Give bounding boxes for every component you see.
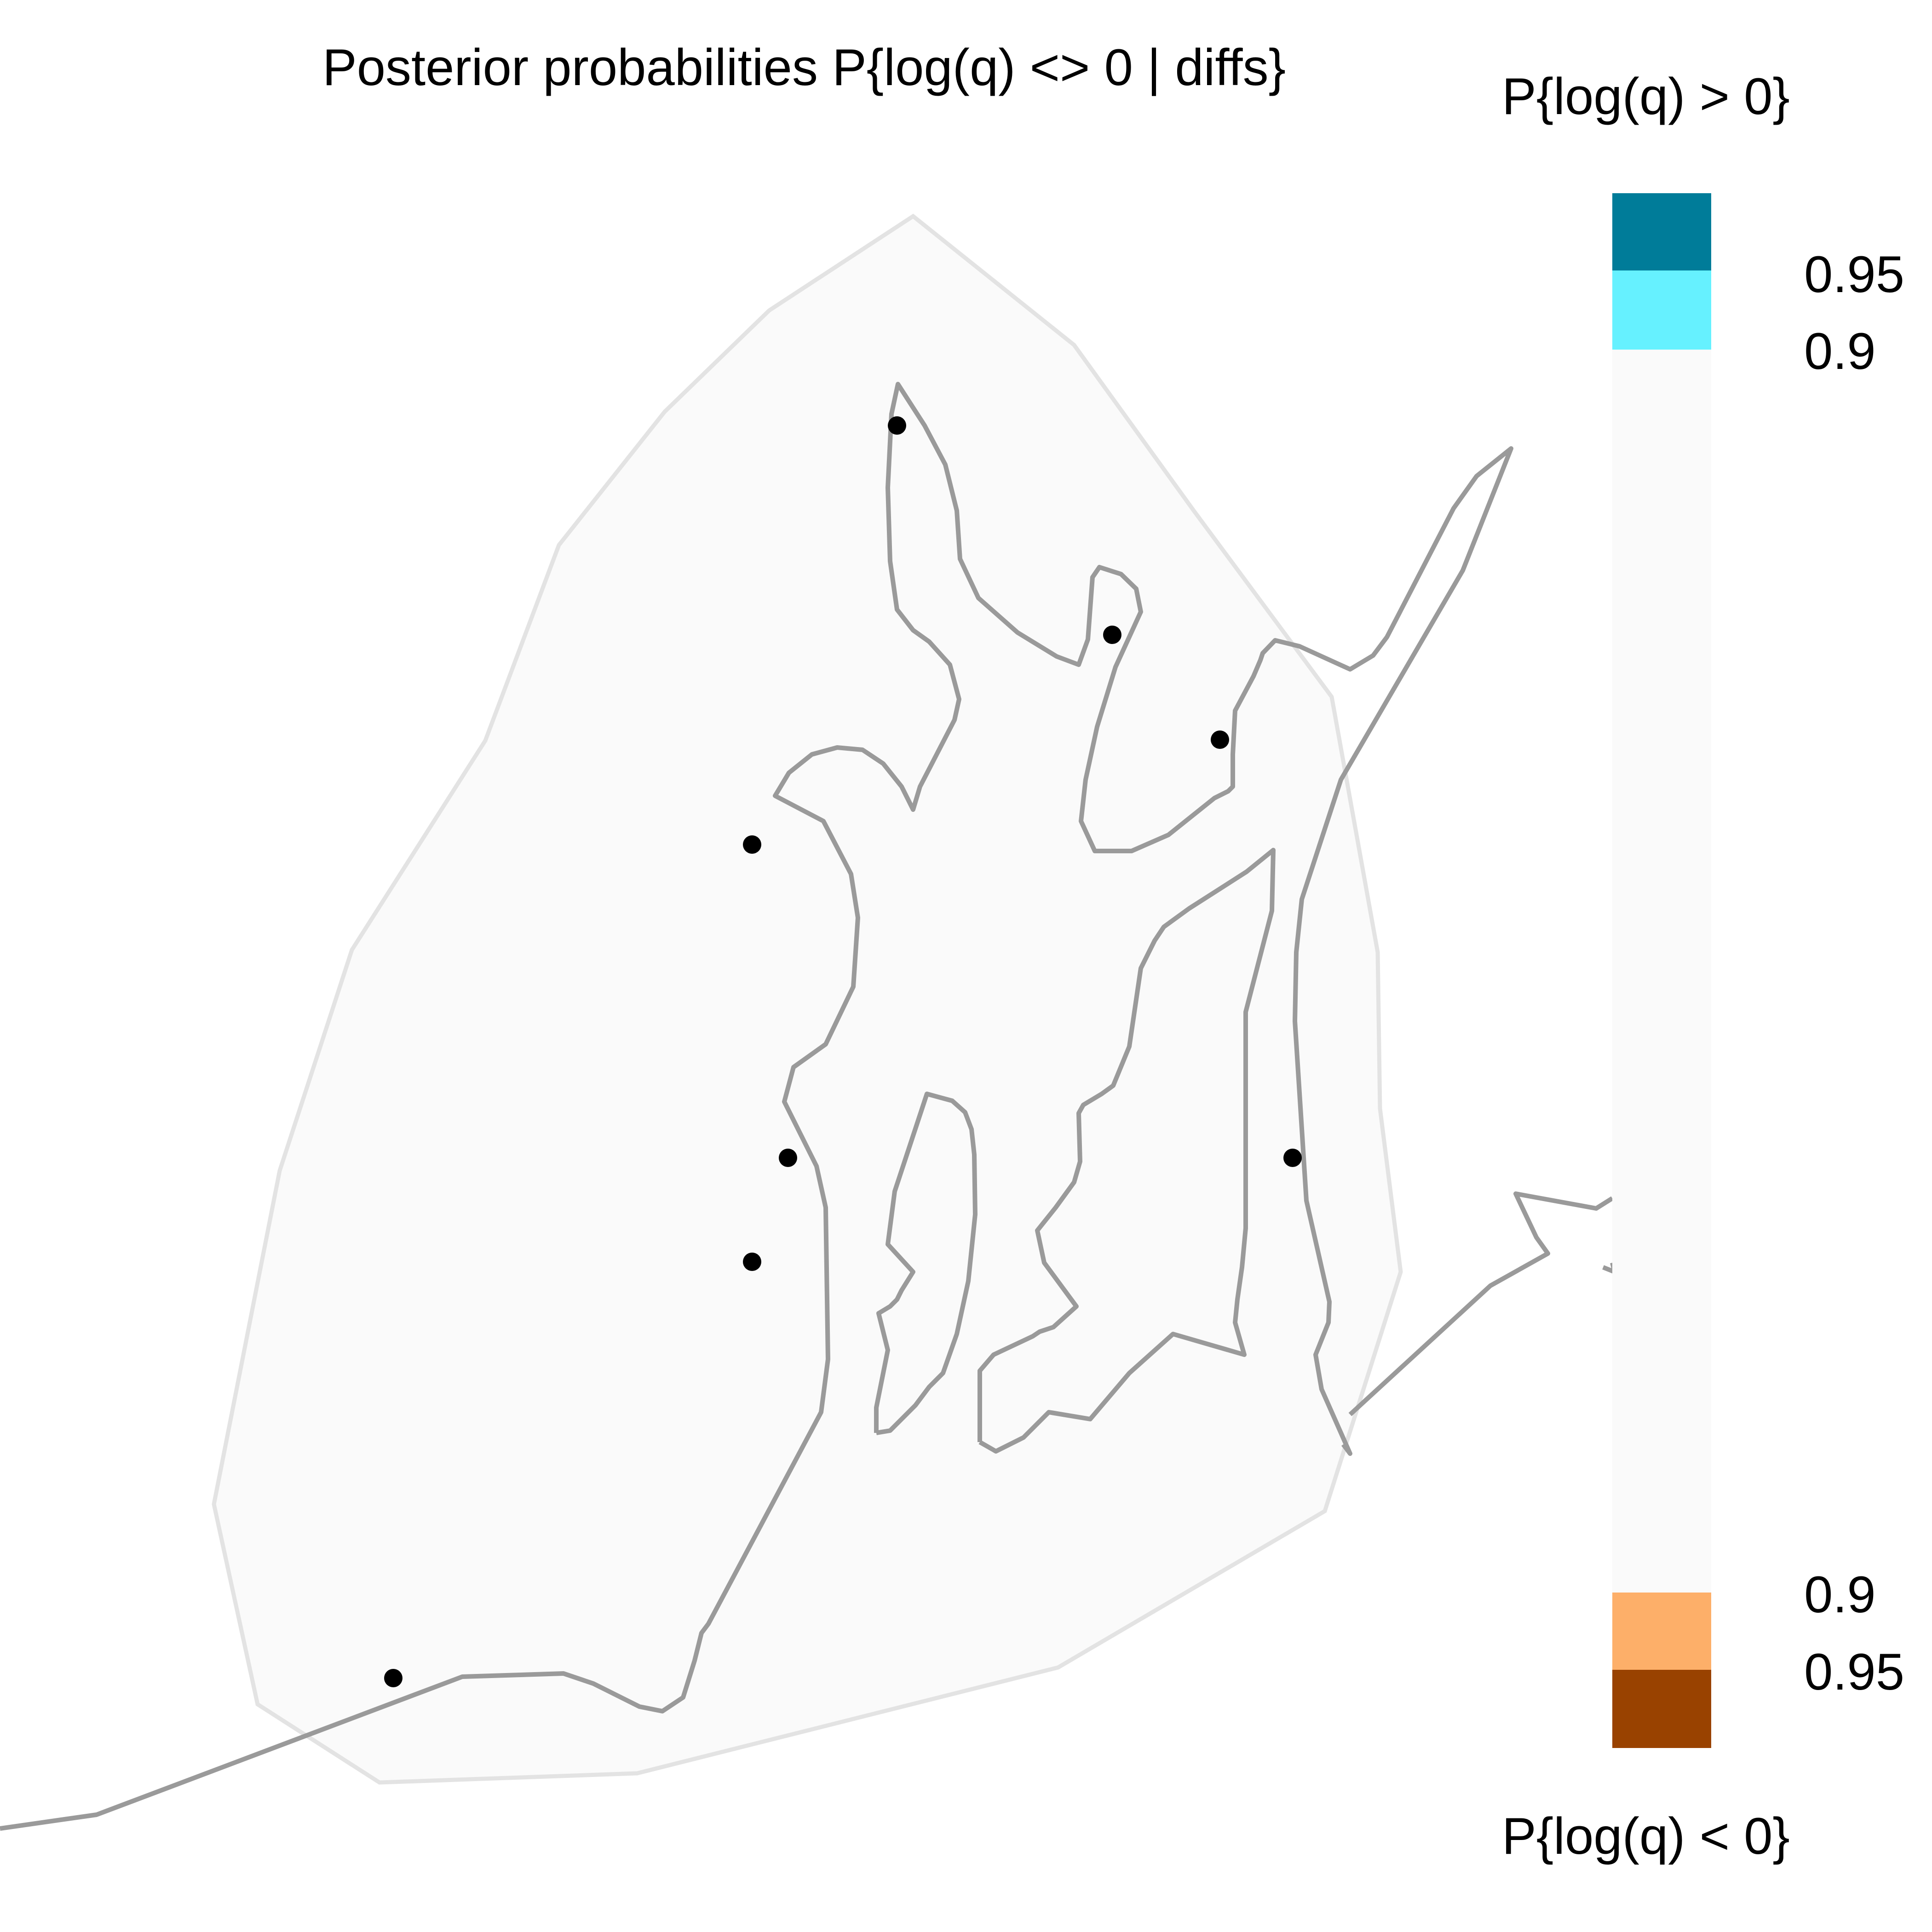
legend-title-bottom: P{log(q) < 0} [1502,1807,1790,1865]
sample-point [743,1253,761,1271]
coastline-inner-island-east [978,848,1276,1454]
map-title: Posterior probabilities P{log(q) <> 0 | … [322,39,1286,96]
sample-point [779,1149,797,1167]
sample-point [1103,626,1121,644]
coastline-southeast [1348,1191,1614,1416]
legend: P{log(q) > 0} 0.95 0.9 0.9 0.95 P{log(q)… [1502,68,1904,1865]
legend-bin-high-negative [1612,1670,1711,1748]
sample-point [1283,1149,1302,1167]
coastline-group [0,382,1617,1831]
legend-tick-lower-09: 0.9 [1804,1566,1876,1623]
legend-tick-upper-095: 0.95 [1804,246,1904,303]
sample-point [384,1669,402,1687]
sample-point [888,416,906,435]
sample-point [1211,730,1229,749]
legend-bin-neutral [1612,350,1711,1593]
legend-title-top: P{log(q) > 0} [1502,68,1790,125]
sample-points [384,416,1302,1687]
coastline-main [0,382,1513,1831]
habitat-hull [212,213,1403,1785]
legend-bin-positive [1612,270,1711,350]
sample-point [743,835,761,854]
coastline-inner-island-west [874,1092,978,1435]
legend-tick-upper-09: 0.9 [1804,322,1876,380]
legend-bin-negative [1612,1593,1711,1670]
legend-tick-lower-095: 0.95 [1804,1643,1904,1701]
legend-bin-high-positive [1612,193,1711,270]
